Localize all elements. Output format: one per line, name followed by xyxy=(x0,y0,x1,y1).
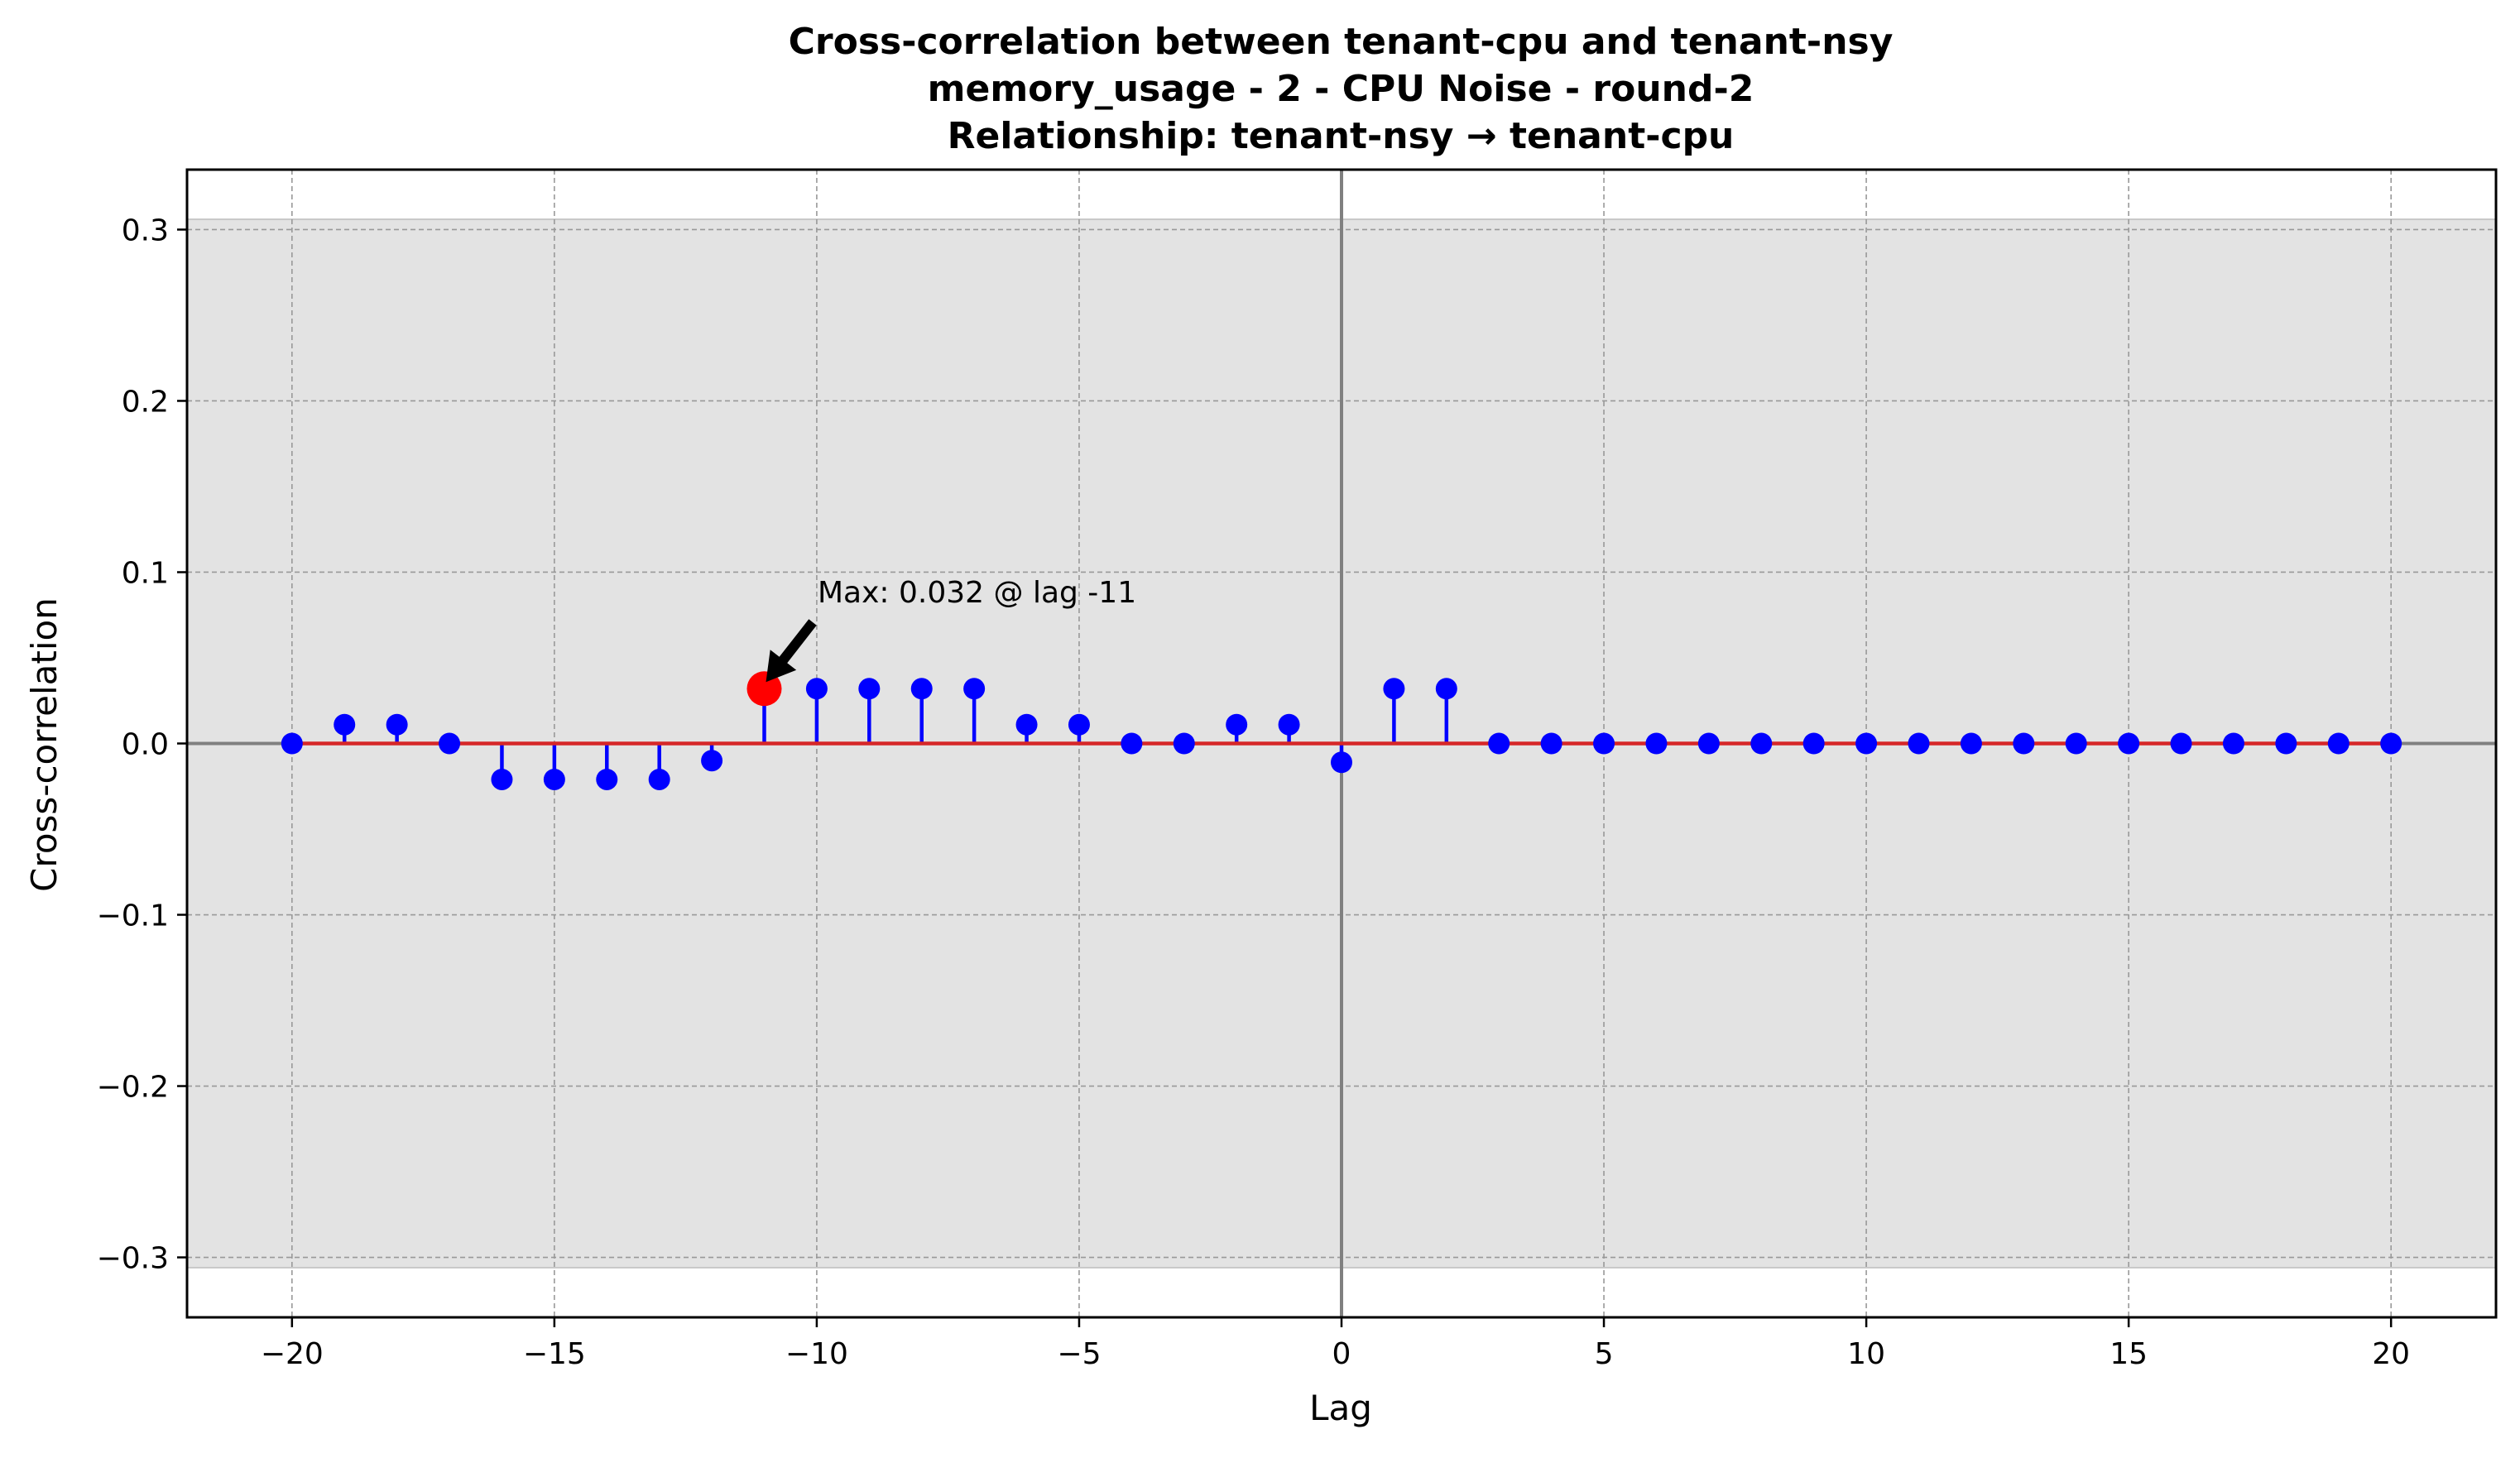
title-line-1: Cross-correlation between tenant-cpu and… xyxy=(789,21,1894,63)
stem-marker xyxy=(2170,732,2192,755)
stem-marker xyxy=(1802,732,1825,755)
stem-marker xyxy=(1121,732,1143,755)
stem-marker xyxy=(1331,751,1352,774)
stem-marker xyxy=(2380,732,2402,755)
stem-marker xyxy=(334,713,356,736)
x-tick-label: −20 xyxy=(261,1337,324,1371)
stem-marker xyxy=(805,678,828,700)
stem-marker xyxy=(439,732,461,755)
stem-marker xyxy=(963,678,986,700)
chart-title: Cross-correlation between tenant-cpu and… xyxy=(789,21,1894,157)
y-tick-label: 0.2 xyxy=(122,385,169,419)
x-tick-label: 0 xyxy=(1332,1337,1351,1371)
stem-marker xyxy=(1697,732,1720,755)
stem-marker xyxy=(1908,732,1930,755)
x-tick-label: −5 xyxy=(1057,1337,1101,1371)
y-tick-label: −0.3 xyxy=(97,1242,169,1276)
axes: −20 −15 −10 −5 0 5 10 15 20 −0.3 −0.2 −0.1 0.0 0.1 0.2… xyxy=(97,168,2498,1371)
stem-marker xyxy=(1435,678,1457,700)
title-line-3: Relationship: tenant-nsy → tenant-cpu xyxy=(948,115,1735,157)
stem-series xyxy=(281,671,2402,790)
stem-marker xyxy=(1750,732,1773,755)
stem-marker xyxy=(1015,713,1038,736)
x-tick-label: 20 xyxy=(2372,1337,2410,1371)
stem-marker xyxy=(1068,713,1090,736)
stem-marker xyxy=(701,750,723,772)
x-tick-label: 10 xyxy=(1847,1337,1885,1371)
stem-marker xyxy=(1173,732,1195,755)
stem-marker xyxy=(2065,732,2087,755)
x-tick-label: −10 xyxy=(785,1337,848,1371)
stem-marker xyxy=(543,768,565,790)
stem-marker xyxy=(2275,732,2297,755)
stem-marker xyxy=(1645,732,1668,755)
stem-marker xyxy=(1855,732,1878,755)
annotation-text: Max: 0.032 @ lag -11 xyxy=(818,576,1136,610)
stem-marker xyxy=(910,678,933,700)
max-point-marker xyxy=(746,671,782,707)
stem-marker xyxy=(1383,678,1405,700)
x-tick-label: 15 xyxy=(2110,1337,2148,1371)
x-tick-label: −15 xyxy=(523,1337,586,1371)
stem-marker xyxy=(858,678,881,700)
y-axis-label: Cross-correlation xyxy=(24,597,65,892)
annotation-arrow xyxy=(766,619,817,683)
stem-marker xyxy=(2222,732,2244,755)
stem-marker xyxy=(1226,713,1248,736)
stem-marker xyxy=(281,732,303,755)
y-tick-label: −0.2 xyxy=(97,1071,169,1105)
stem-marker xyxy=(1593,732,1615,755)
stem-marker xyxy=(2118,732,2140,755)
x-tick-label: 5 xyxy=(1595,1337,1614,1371)
stem-marker xyxy=(648,768,670,790)
y-tick-label: 0.3 xyxy=(122,213,169,247)
stem-marker xyxy=(1960,732,1982,755)
x-axis-label: Lag xyxy=(1309,1388,1372,1428)
y-tick-label: 0.1 xyxy=(122,556,169,590)
stem-marker xyxy=(1540,732,1562,755)
y-tick-label: −0.1 xyxy=(97,899,169,933)
stem-marker xyxy=(596,768,618,790)
stem-marker xyxy=(1278,713,1300,736)
max-annotation: Max: 0.032 @ lag -11 xyxy=(766,576,1136,683)
stem-marker xyxy=(386,713,408,736)
y-tick-label: 0.0 xyxy=(122,728,169,762)
stem-marker xyxy=(1488,732,1510,755)
stem-marker xyxy=(2013,732,2035,755)
stem-marker xyxy=(2327,732,2350,755)
title-line-2: memory_usage - 2 - CPU Noise - round-2 xyxy=(928,68,1754,110)
stem-marker xyxy=(491,768,513,790)
